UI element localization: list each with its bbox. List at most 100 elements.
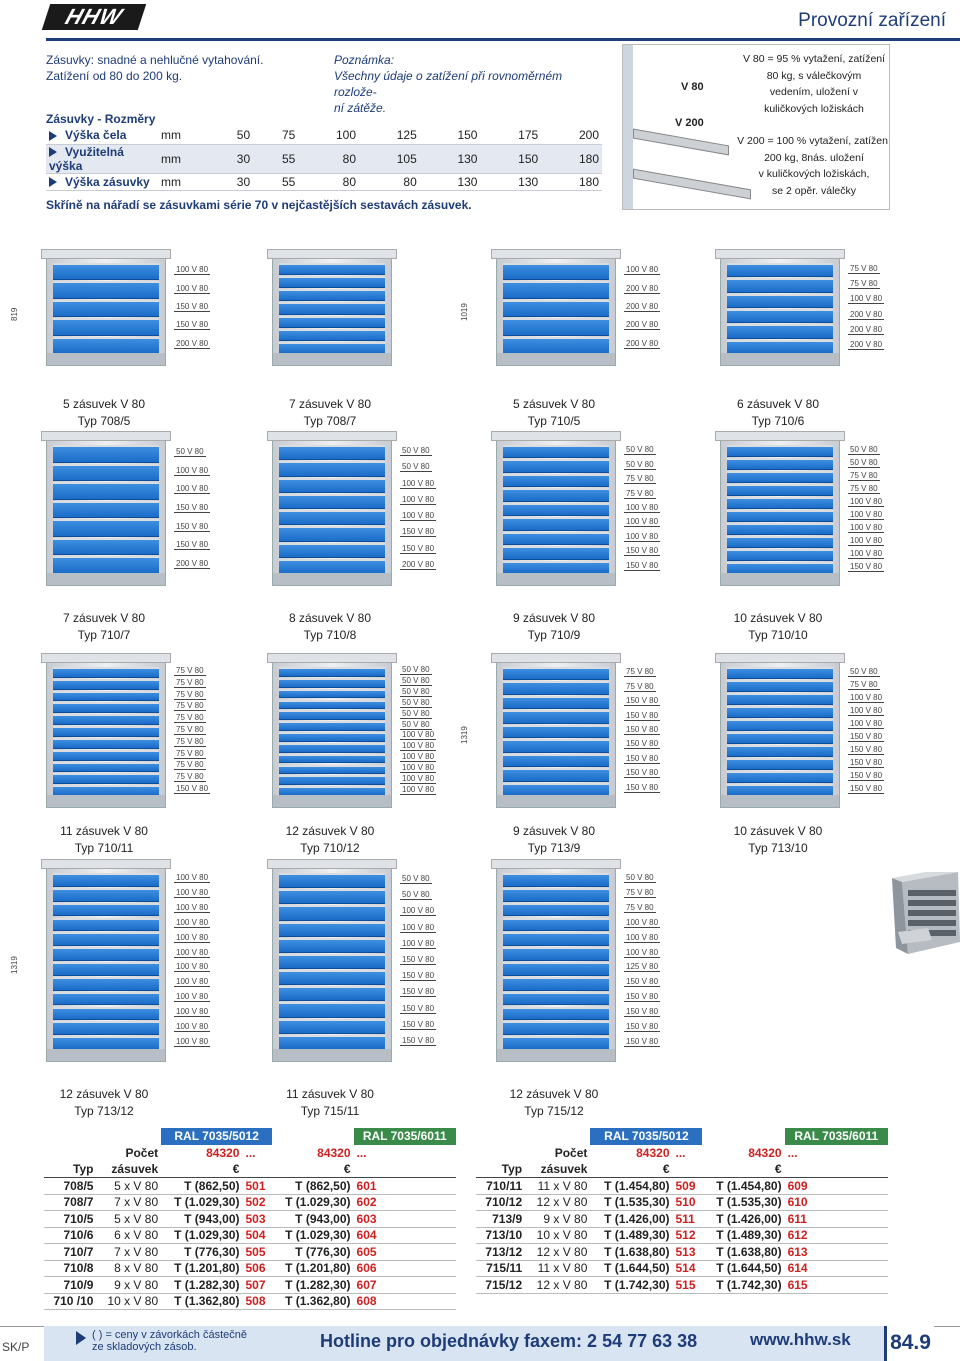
cabinet-drawers: 12 zásuvek V 80 <box>285 824 375 838</box>
drawer-front <box>279 937 385 953</box>
cabinet-top <box>267 431 397 441</box>
drawer-label: 50 V 80 <box>400 719 432 730</box>
drawer-label: 75 V 80 <box>174 689 206 700</box>
code-suffix: 604 <box>353 1227 437 1244</box>
code-suffix: 506 <box>242 1260 273 1277</box>
drawer-front <box>53 299 159 318</box>
price: T (1.282,30) <box>161 1276 243 1294</box>
tool-cabinet <box>267 859 397 1062</box>
drawer-label: 150 V 80 <box>400 543 437 554</box>
drawer-label: 150 V 80 <box>624 725 661 735</box>
cabinet-base <box>721 573 839 585</box>
drawer-label: 50 V 80 <box>400 687 432 698</box>
intro-line-2: Zatížení od 80 do 200 kg. <box>46 69 183 83</box>
cabinet-base <box>497 1049 615 1061</box>
website-link[interactable]: www.hhw.sk <box>750 1330 851 1349</box>
code-suffix: 514 <box>672 1260 703 1277</box>
drawer-label: 150 V 80 <box>624 992 661 1003</box>
price-row: 710/12 12 x V 80 T (1.535,30) 510 T (1.535,3… <box>476 1194 888 1211</box>
drawer-front <box>503 902 609 917</box>
drawer-label: 75 V 80 <box>848 263 880 274</box>
drawer-front <box>727 549 833 561</box>
type-cell: 710/9 <box>44 1276 97 1294</box>
type-cell: 715/11 <box>476 1260 526 1277</box>
drawer-v80-shape <box>633 128 729 156</box>
price: T (862,50) <box>272 1177 354 1195</box>
code-suffix: 610 <box>784 1194 869 1211</box>
type-cell: 708/5 <box>44 1177 97 1195</box>
price-row: 710/8 8 x V 80 T (1.201,80) 506 T (1.201,80)… <box>44 1260 456 1277</box>
tool-cabinet <box>41 859 171 1062</box>
tool-cabinet <box>491 859 621 1062</box>
drawer-label: 100 V 80 <box>848 294 885 305</box>
drawer-front <box>53 991 159 1006</box>
drawer-front <box>727 523 833 535</box>
arrow-icon <box>76 1331 86 1345</box>
order-code: 84320 <box>206 1145 240 1160</box>
drawer-label: 50 V 80 <box>400 874 432 885</box>
cabinet-base <box>721 795 839 807</box>
drawer-front <box>503 739 609 753</box>
drawer-label: 150 V 80 <box>174 521 211 532</box>
drawer-label: 50 V 80 <box>400 462 432 473</box>
type-cell: 713/12 <box>476 1243 526 1261</box>
price-row: 708/5 5 x V 80 T (862,50) 501 T (862,50) 601 <box>44 1177 456 1195</box>
arrow-icon <box>49 177 57 188</box>
price-note-1: ( ) = ceny v závorkách částečně <box>92 1329 247 1341</box>
drawer-label: 50 V 80 <box>848 666 880 677</box>
cabinet-top <box>491 653 621 663</box>
drawer-front <box>279 302 385 315</box>
drawer-label: 200 V 80 <box>624 283 661 294</box>
cabinet-drawers: 5 zásuvek V 80 <box>512 397 596 411</box>
drawer-label: 100 V 80 <box>400 494 437 505</box>
drawer-label: 100 V 80 <box>174 903 211 914</box>
v200-label: V 200 <box>675 117 704 129</box>
code-suffix: 601 <box>353 1177 437 1195</box>
drawer-count: 8 x V 80 <box>96 1260 162 1277</box>
drawer-front <box>53 761 159 773</box>
tool-cabinet <box>715 653 845 808</box>
cabinet-top <box>715 431 845 441</box>
cabinet-drawers: 12 zásuvek V 80 <box>59 1087 149 1101</box>
drawer-label: 150 V 80 <box>848 783 885 794</box>
drawer-label: 100 V 80 <box>624 265 661 276</box>
drawer-label: 150 V 80 <box>848 770 885 781</box>
price-row: 708/7 7 x V 80 T (1.029,30) 502 T (1.029,30)… <box>44 1194 456 1211</box>
drawer-front <box>53 932 159 947</box>
cabinet-type: Typ 710/7 <box>77 628 131 642</box>
drawer-front <box>503 546 609 560</box>
drawer-label: 75 V 80 <box>174 760 206 771</box>
code-suffix: 603 <box>353 1210 437 1228</box>
price: T (862,50) <box>161 1177 243 1195</box>
type-cell: 713/9 <box>476 1210 526 1228</box>
price-note: ( ) = ceny v závorkách částečně ze sklad… <box>76 1329 247 1353</box>
drawer-label: 100 V 80 <box>624 917 661 928</box>
drawer-label: 150 V 80 <box>400 527 437 538</box>
cabinet-photo <box>888 868 960 962</box>
cabinet-type: Typ 710/5 <box>527 414 581 428</box>
drawer-front <box>503 281 609 299</box>
price-row: 710/6 6 x V 80 T (1.029,30) 504 T (1.029,30)… <box>44 1227 456 1244</box>
cabinet-caption: 11 zásuvek V 80 Typ 710/11 <box>4 823 204 857</box>
col-type: Typ <box>476 1161 526 1178</box>
price: T (1.644,50) <box>590 1260 673 1277</box>
code-suffix: 515 <box>672 1276 703 1294</box>
price-table: RAL 7035/5012 RAL 7035/6011 Počet 84320... 8… <box>44 1128 456 1310</box>
drawer-label: 75 V 80 <box>174 772 206 783</box>
page-title: Provozní zařízení <box>798 10 946 31</box>
drawer-front <box>727 536 833 548</box>
dims-label: Výška čela <box>46 127 158 144</box>
drawer-label: 100 V 80 <box>400 752 437 763</box>
cabinet-caption: 8 zásuvek V 80 Typ 710/8 <box>230 610 430 644</box>
drawer-front <box>503 1021 609 1036</box>
cabinet-drawers: 11 zásuvek V 80 <box>286 1087 374 1101</box>
dims-table: Výška čela mm 50 75 100 125 150 175 200 Využiteln… <box>46 127 602 191</box>
dims-value: 80 <box>403 174 417 189</box>
price-row: 713/12 12 x V 80 T (1.638,80) 513 T (1.638,8… <box>476 1243 888 1261</box>
dims-value: 30 <box>236 174 251 189</box>
code-dots: ... <box>245 1145 256 1160</box>
dims-value: 130 <box>457 151 478 166</box>
drawer-label: 150 V 80 <box>624 560 661 571</box>
drawer-front <box>279 1002 385 1018</box>
cabinet-top <box>41 859 171 869</box>
